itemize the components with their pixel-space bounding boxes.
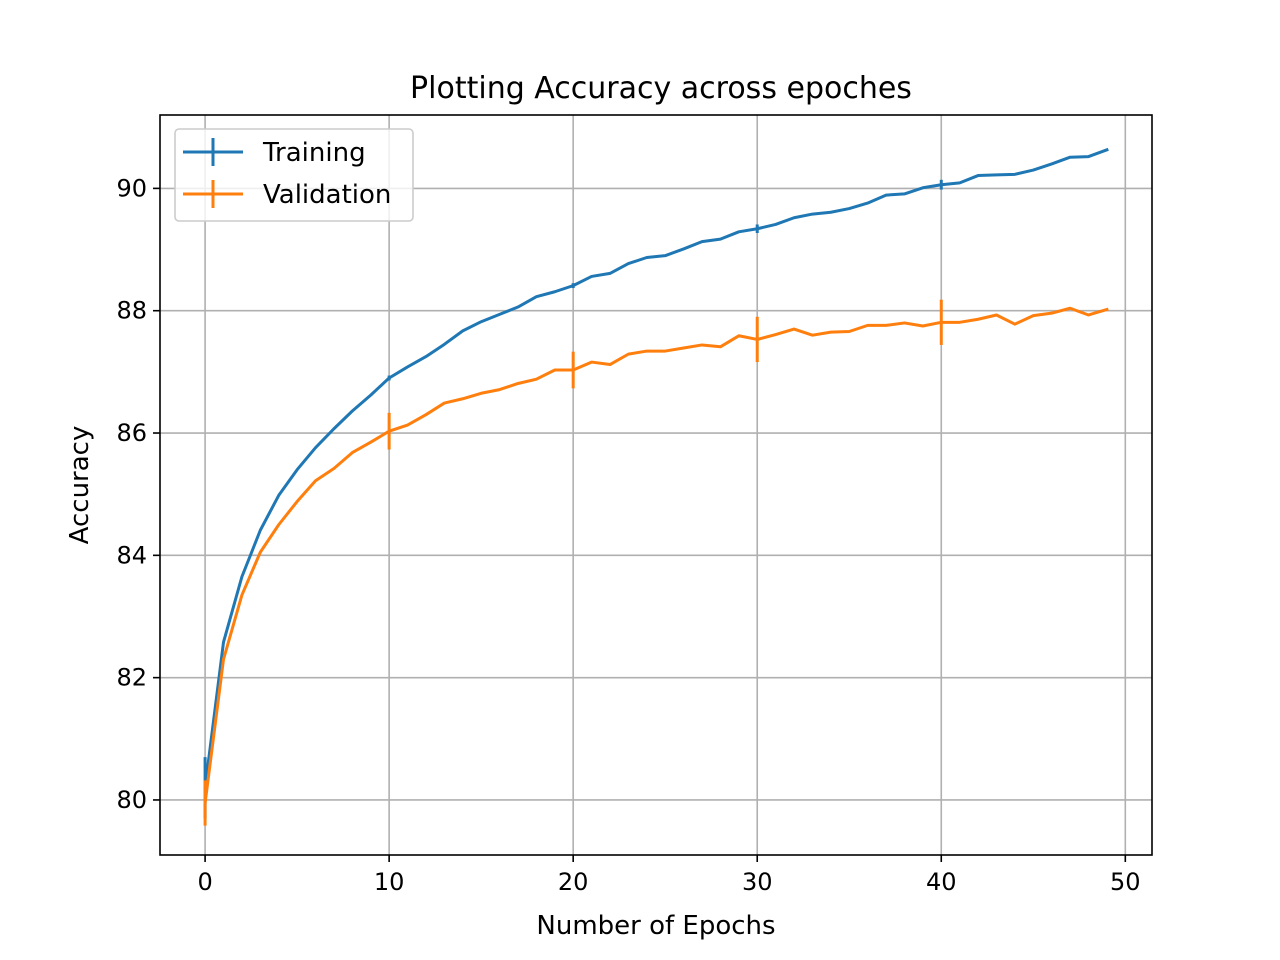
y-tick-label: 82	[116, 664, 147, 692]
axis-ticks: 0 10 20 30 40 50 80 82 84 86 88 90	[116, 174, 1140, 896]
y-tick-label: 90	[116, 174, 147, 202]
validation-line	[203, 306, 1109, 805]
legend-training-label: Training	[262, 138, 366, 168]
chart-title: Plotting Accuracy across epoches	[410, 71, 912, 106]
legend-entry-training: Training	[183, 138, 366, 168]
legend-validation-label: Validation	[263, 180, 391, 210]
y-tick-label: 80	[116, 786, 147, 814]
y-axis-label: Accuracy	[65, 426, 95, 545]
training-line	[203, 147, 1109, 790]
x-tick-label: 30	[742, 868, 773, 896]
grid	[160, 115, 1152, 855]
legend: Training Validation	[174, 128, 414, 222]
y-tick-label: 86	[116, 419, 147, 447]
x-tick-label: 50	[1110, 868, 1141, 896]
y-tick-label: 88	[116, 297, 147, 325]
legend-entry-validation: Validation	[183, 180, 391, 210]
series-group	[203, 147, 1109, 826]
x-axis-label: Number of Epochs	[536, 911, 775, 941]
y-tick-label: 84	[116, 541, 147, 569]
x-tick-label: 40	[926, 868, 957, 896]
validation-series	[203, 299, 1109, 826]
x-tick-label: 10	[374, 868, 405, 896]
plot-area-frame	[159, 114, 1153, 856]
x-tick-label: 0	[197, 868, 212, 896]
x-tick-label: 20	[558, 868, 589, 896]
